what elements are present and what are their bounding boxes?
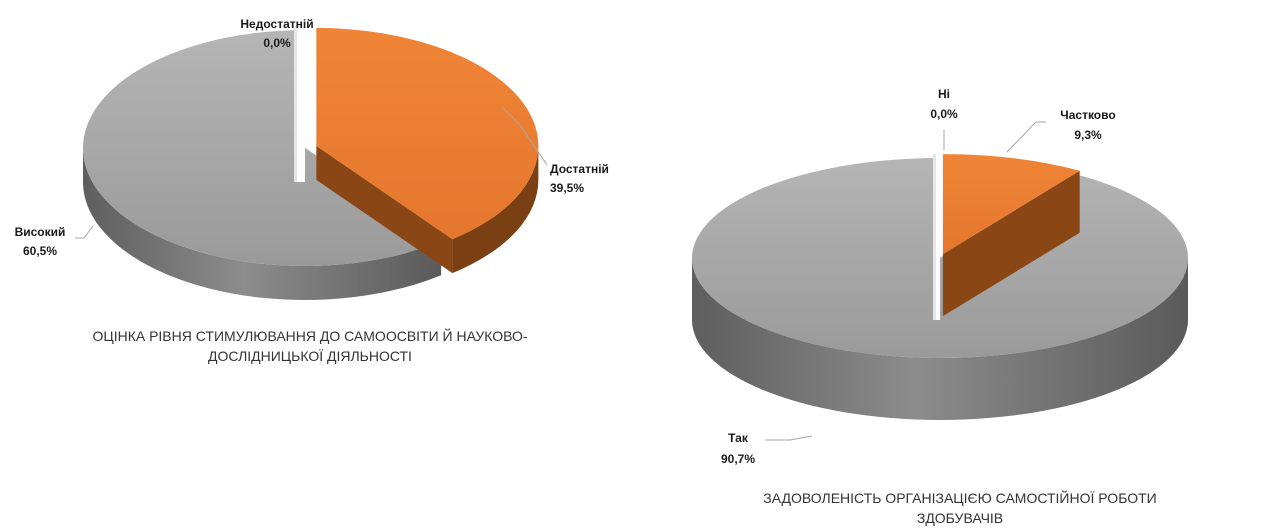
slice-rim — [83, 148, 442, 300]
slice-label-ni: Ні — [938, 87, 950, 101]
chart-title-stimulation: ОЦІНКА РІВНЯ СТИМУЛЮВАННЯ ДО САМООСВІТИ … — [92, 328, 528, 364]
slice-cut-face — [942, 170, 1080, 317]
slice-zero-wedge — [934, 154, 940, 320]
slice-value-tak: 90,7% — [721, 452, 755, 466]
slice-value-vysokyi: 60,5% — [23, 244, 57, 258]
slice-label-chastkovo: Частково — [1060, 108, 1115, 122]
slice-label-dostatnii: Достатній — [550, 162, 609, 176]
slice-value-chastkovo: 9,3% — [1074, 128, 1102, 142]
slice-rim — [452, 145, 539, 274]
slice-cut-face — [316, 145, 453, 274]
slice-top — [83, 30, 442, 266]
slice-rim — [692, 258, 1188, 420]
pie-chart-satisfaction: Ні 0,0% Частково 9,3% Так 90,7% — [691, 87, 1188, 466]
leader-line — [1006, 121, 1046, 153]
leader-line — [75, 225, 94, 239]
slice-value-nedostatnii: 0,0% — [263, 36, 291, 50]
leader-line — [765, 435, 813, 441]
slice-zero-edge — [933, 154, 936, 320]
slice-zero-wedge — [295, 26, 305, 182]
leader-line — [502, 107, 548, 166]
pie-slice-zero — [933, 154, 940, 320]
slice-top — [316, 27, 539, 240]
slice-label-nedostatnii: Недостатній — [240, 17, 313, 31]
slice-zero-edge — [294, 26, 297, 182]
slice-label-tak: Так — [728, 431, 749, 445]
slice-value-dostatnii: 39,5% — [550, 181, 584, 195]
slice-label-vysokyi: Високий — [15, 225, 66, 239]
pie-chart-stimulation: Недостатній 0,0% Достатній 39,5% Високий 60,5… — [15, 17, 609, 300]
pie-slice-1 — [316, 27, 539, 274]
pie-slice-1 — [942, 154, 1080, 317]
slice-top — [942, 154, 1080, 255]
chart-title-satisfaction: ЗАДОВОЛЕНІСТЬ ОРГАНІЗАЦІЄЮ САМОСТІЙНОЇ Р… — [763, 490, 1157, 526]
slice-value-ni: 0,0% — [930, 107, 958, 121]
pie-slice-zero — [294, 26, 305, 182]
